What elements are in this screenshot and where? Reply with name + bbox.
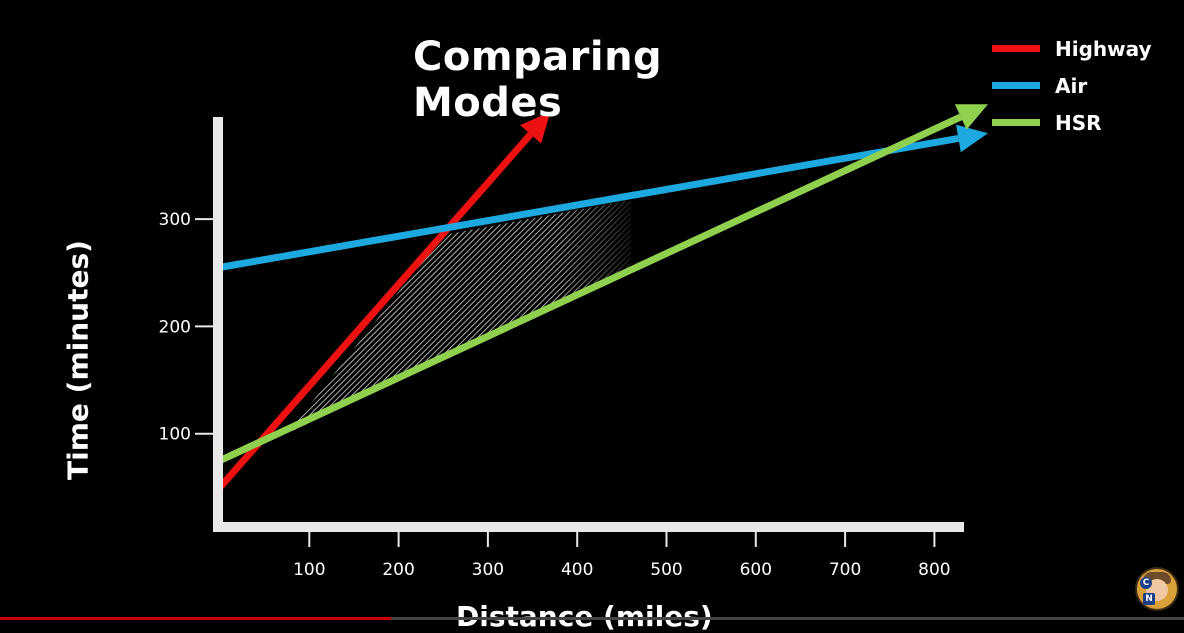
x-tick-label-300: 300: [472, 560, 504, 580]
channel-avatar-icon[interactable]: C N: [1135, 567, 1179, 611]
series-line-air: [219, 134, 960, 271]
badge-letter-c: C: [1140, 577, 1152, 589]
series-arrowhead-highway: [520, 111, 551, 144]
series-line-highway: [217, 132, 534, 490]
x-tick-label-400: 400: [561, 560, 593, 580]
x-tick-label-700: 700: [829, 560, 861, 580]
x-tick-label-200: 200: [382, 560, 414, 580]
progress-remaining: [0, 617, 1184, 620]
legend-label-highway: Highway: [1055, 36, 1152, 61]
y-axis-label: Time (minutes): [61, 240, 95, 480]
legend-item-highway: Highway: [992, 30, 1152, 67]
series-line-hsr: [218, 113, 963, 464]
chart-title: Comparing Modes: [413, 34, 663, 126]
progress-played: [0, 617, 391, 620]
y-tick-label-100: 100: [159, 425, 191, 445]
legend-swatch-highway: [992, 45, 1040, 52]
x-axis-label: Distance (miles): [456, 600, 713, 633]
y-tick-label-200: 200: [159, 317, 191, 337]
shaded-region: [286, 199, 631, 434]
legend-item-air: Air: [992, 67, 1152, 104]
legend-swatch-air: [992, 82, 1040, 89]
badge-letter-n: N: [1143, 593, 1155, 605]
legend-item-hsr: HSR: [992, 104, 1152, 141]
x-tick-label-800: 800: [918, 560, 950, 580]
x-tick-label-500: 500: [650, 560, 682, 580]
series-arrowhead-hsr: [954, 104, 988, 130]
legend-label-hsr: HSR: [1055, 110, 1102, 135]
legend: Highway Air HSR: [992, 30, 1152, 141]
video-progress-bar[interactable]: [0, 617, 1184, 620]
y-tick-label-300: 300: [159, 210, 191, 230]
x-tick-label-600: 600: [740, 560, 772, 580]
legend-label-air: Air: [1055, 73, 1088, 98]
legend-swatch-hsr: [992, 119, 1040, 126]
x-tick-label-100: 100: [293, 560, 325, 580]
series-arrowhead-air: [956, 124, 988, 153]
